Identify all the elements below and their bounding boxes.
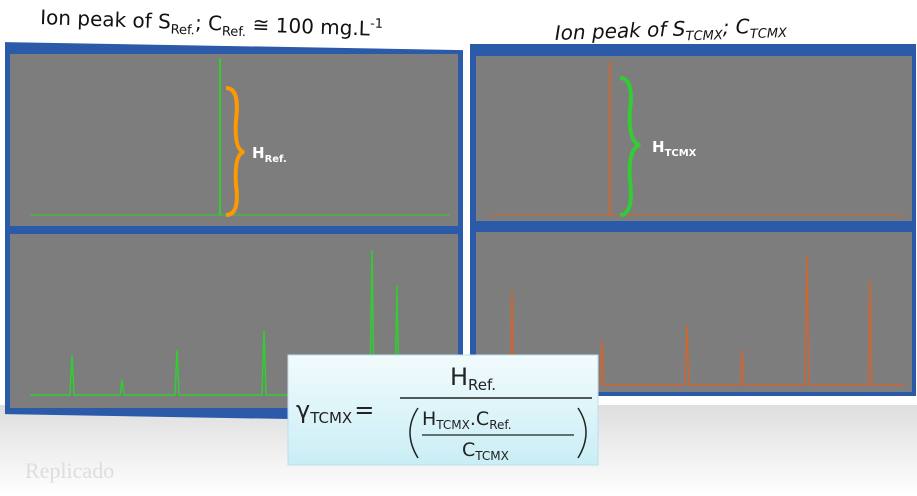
text-part: Ref. [489,418,511,432]
text-part: H [422,408,436,430]
text-part: TCMX [309,409,352,427]
text-part: H [252,144,265,162]
text-part: TCMX [665,148,697,159]
watermark: Replicado [25,458,114,483]
text-part: Ref. [468,376,496,394]
text-part: Ion peak of S [40,5,171,34]
text-part: TCMX [750,26,789,42]
text-part: TCMX [685,28,724,44]
text-part: Ref. [265,154,287,165]
text-part: γ [296,396,310,424]
text-part: C [462,439,475,461]
text-part: ≅ 100 mg.L [246,12,371,40]
text-part: = [354,396,374,424]
text-part: Ion peak of S [554,16,686,45]
text-part: TCMX [435,418,470,432]
formula: γTCMX= HRef. HTCMX.CRef. CTCMX [288,355,598,465]
text-part: H [652,138,665,156]
text-part: ; C [195,10,223,35]
right-window [470,44,916,396]
slide: Replicado Ion peak of SRef.; CRef. ≅ 100… [0,0,917,496]
text-part: -1 [370,17,383,32]
right-title: Ion peak of STCMX; CTCMX [554,13,788,49]
left-title: Ion peak of SRef.; CRef. ≅ 100 mg.L-1 [40,5,384,45]
text-part: .C [470,408,489,430]
text-part: Ref. [222,24,247,40]
text-part: Ref. [170,23,195,39]
text-part: ; C [722,14,750,39]
text-part: TCMX [474,449,509,463]
text-part: H [450,363,468,391]
